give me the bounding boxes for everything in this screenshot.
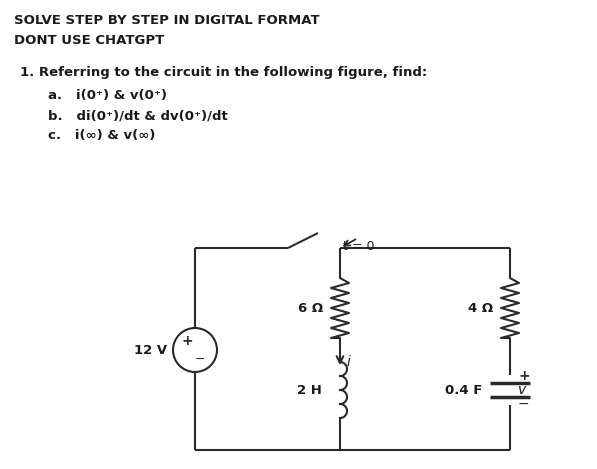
Text: v: v [518, 383, 526, 397]
Text: +: + [181, 334, 193, 348]
Text: 4 Ω: 4 Ω [468, 302, 493, 315]
Text: −: − [195, 353, 205, 365]
Text: a.   i(0⁺) & v(0⁺): a. i(0⁺) & v(0⁺) [48, 89, 167, 102]
Text: c.   i(∞) & v(∞): c. i(∞) & v(∞) [48, 129, 155, 142]
Text: 6 Ω: 6 Ω [298, 302, 323, 315]
Text: SOLVE STEP BY STEP IN DIGITAL FORMAT: SOLVE STEP BY STEP IN DIGITAL FORMAT [14, 14, 319, 27]
Text: 12 V: 12 V [134, 343, 167, 356]
Text: 1. Referring to the circuit in the following figure, find:: 1. Referring to the circuit in the follo… [20, 66, 427, 79]
Text: 2 H: 2 H [297, 384, 322, 396]
Text: b.   di(0⁺)/dt & dv(0⁺)/dt: b. di(0⁺)/dt & dv(0⁺)/dt [48, 109, 227, 122]
Text: +: + [518, 369, 530, 383]
Text: DONT USE CHATGPT: DONT USE CHATGPT [14, 34, 164, 47]
Text: 0.4 F: 0.4 F [445, 384, 482, 396]
Text: −: − [518, 397, 530, 411]
Text: i: i [347, 355, 351, 369]
Text: t = 0: t = 0 [343, 240, 374, 253]
